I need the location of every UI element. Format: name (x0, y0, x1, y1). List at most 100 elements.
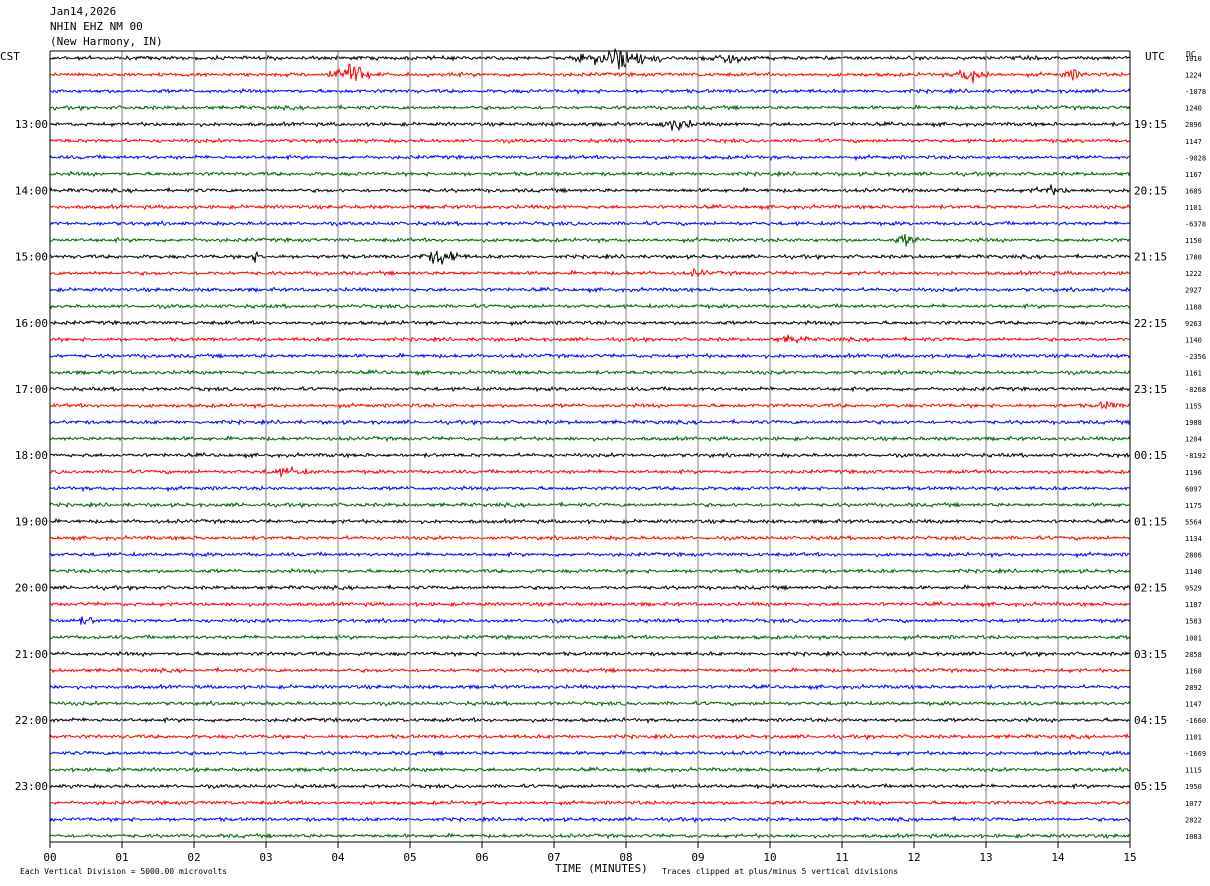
dc-offset-label: 1134 (1185, 535, 1202, 543)
x-tick-label: 15 (1123, 851, 1136, 864)
seismic-trace (49, 799, 1131, 807)
dc-offset-label: 2896 (1185, 121, 1202, 129)
dc-offset-label: -6378 (1185, 221, 1206, 229)
right-hour-label: 22:15 (1134, 317, 1167, 330)
dc-offset-label: 1155 (1185, 403, 1202, 411)
left-hour-label: 20:00 (15, 582, 48, 595)
dc-offset-label: 1175 (1185, 502, 1202, 510)
dc-offset-label: 1083 (1185, 833, 1202, 841)
seismic-trace (49, 782, 1131, 790)
dc-offset-label: 1147 (1185, 138, 1202, 146)
seismic-trace (49, 633, 1131, 642)
seismic-trace (49, 749, 1131, 757)
seismic-trace (49, 234, 1131, 247)
right-hour-label: 23:15 (1134, 383, 1167, 396)
dc-offset-label: -1660 (1185, 717, 1206, 725)
dc-offset-label: 2892 (1185, 684, 1202, 692)
seismic-trace (49, 137, 1131, 145)
dc-offset-label: 1101 (1185, 204, 1202, 212)
seismic-trace (49, 435, 1131, 443)
dc-offset-label: 1780 (1185, 254, 1202, 262)
dc-label: DC (1186, 50, 1196, 59)
seismic-trace (49, 401, 1130, 410)
x-tick-label: 14 (1051, 851, 1065, 864)
seismic-trace (49, 352, 1131, 360)
seismic-trace (49, 319, 1131, 327)
right-hour-label: 00:15 (1134, 449, 1167, 462)
dc-offset-label: 1101 (1185, 734, 1202, 742)
dc-offset-label: 2806 (1185, 552, 1202, 560)
seismic-trace (49, 119, 1131, 132)
seismic-trace (49, 766, 1131, 774)
footer-clip-note: Traces clipped at plus/minus 5 vertical … (662, 867, 899, 876)
dc-offset-label: 1222 (1185, 270, 1202, 278)
dc-offset-label: 1115 (1185, 767, 1202, 775)
seismic-trace (49, 219, 1131, 227)
dc-offset-label: 6097 (1185, 485, 1202, 493)
left-hour-label: 13:00 (15, 118, 48, 131)
dc-offset-label: 1583 (1185, 618, 1202, 626)
dc-offset-label: 1140 (1185, 568, 1202, 576)
seismic-trace (49, 716, 1131, 724)
left-hour-label: 23:00 (15, 780, 48, 793)
seismic-trace (49, 286, 1131, 294)
dc-offset-label: -9028 (1185, 154, 1206, 162)
seismic-trace (49, 666, 1131, 674)
dc-offset-label: 1224 (1185, 72, 1202, 80)
station-label: NHIN EHZ NM 00 (50, 20, 143, 33)
seismic-trace (49, 534, 1131, 542)
dc-offset-label: 1188 (1185, 303, 1202, 311)
dc-offset-label: 5564 (1185, 518, 1202, 526)
dc-offset-label: 1950 (1185, 783, 1202, 791)
seismic-trace (49, 616, 1131, 625)
seismic-trace (49, 418, 1131, 426)
x-tick-label: 12 (907, 851, 920, 864)
left-hour-label: 22:00 (15, 714, 48, 727)
seismic-trace (49, 465, 1131, 479)
right-hour-label: 19:15 (1134, 118, 1167, 131)
dc-offset-label: 9263 (1185, 320, 1202, 328)
x-tick-label: 04 (331, 851, 345, 864)
dc-offset-label: -1669 (1185, 750, 1206, 758)
left-hour-label: 17:00 (15, 383, 48, 396)
dc-offset-label: 1685 (1185, 187, 1202, 195)
dc-offset-label: -8192 (1185, 452, 1206, 460)
seismic-trace (49, 184, 1131, 196)
dc-offset-label: 1150 (1185, 237, 1202, 245)
dc-offset-label: 1240 (1185, 105, 1202, 113)
x-tick-label: 02 (187, 851, 200, 864)
right-hour-label: 20:15 (1134, 184, 1167, 197)
seismic-trace (49, 815, 1131, 824)
seismic-trace (49, 501, 1131, 509)
right-hour-label: 01:15 (1134, 515, 1167, 528)
footer-scale-note: Each Vertical Division = 5000.00 microvo… (20, 867, 228, 876)
dc-offset-label: 1160 (1185, 667, 1202, 675)
seismic-trace (49, 170, 1131, 178)
dc-offset-label: 1140 (1185, 336, 1202, 344)
x-tick-label: 01 (115, 851, 128, 864)
seismic-trace (49, 699, 1131, 707)
seismic-trace (49, 683, 1131, 691)
dc-offset-label: 1010 (1185, 55, 1202, 63)
seismic-trace (49, 203, 1131, 211)
dc-offset-label: 1167 (1185, 171, 1202, 179)
seismic-trace (49, 832, 1131, 840)
seismic-trace (49, 334, 1131, 345)
x-tick-label: 07 (547, 851, 560, 864)
seismic-trace (49, 517, 1131, 525)
x-tick-label: 09 (691, 851, 704, 864)
minute-grid (49, 50, 1131, 848)
seismic-trace (49, 153, 1130, 162)
dc-offset-label: 2858 (1185, 651, 1202, 659)
dc-offset-label: 1077 (1185, 800, 1202, 808)
trace-layer (49, 48, 1131, 840)
seismic-trace (49, 583, 1131, 592)
axis-labels: 1010 1224 -1078 1240 2896 1147 -9028 1167 1685 11… (15, 55, 1206, 864)
right-hour-label: 21:15 (1134, 251, 1167, 264)
dc-offset-label: -1078 (1185, 88, 1206, 96)
seismic-trace (49, 87, 1131, 95)
date-label: Jan14,2026 (50, 5, 117, 18)
x-tick-label: 06 (475, 851, 488, 864)
right-hour-label: 04:15 (1134, 714, 1167, 727)
